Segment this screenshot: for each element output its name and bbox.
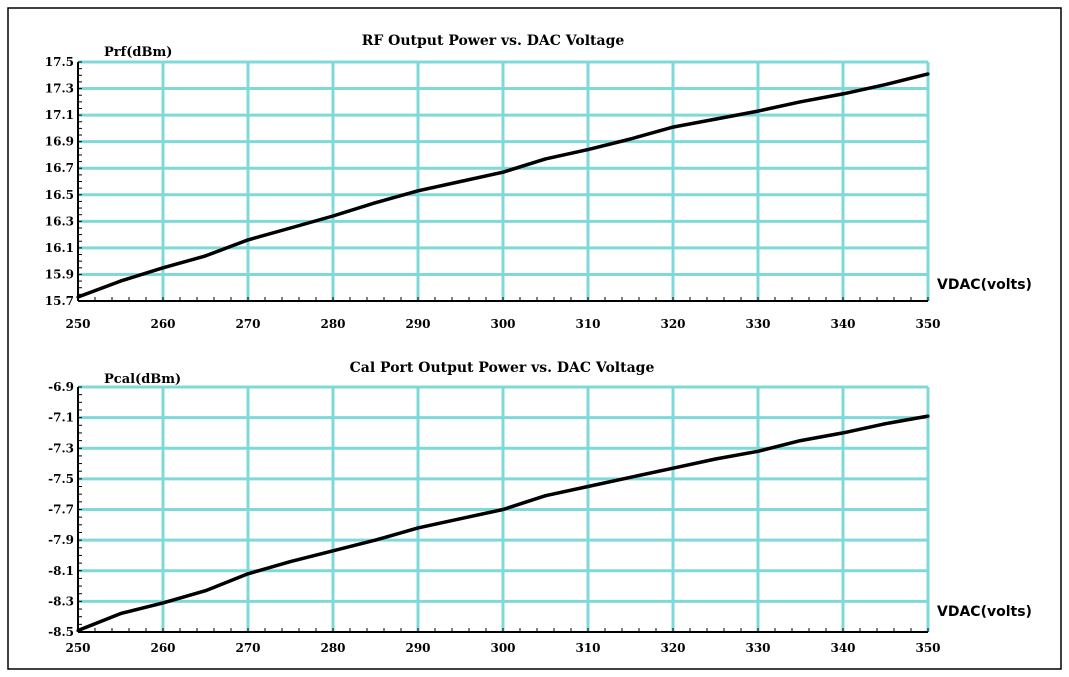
data-point [798, 100, 803, 104]
y-tick-label: -7.1 [48, 411, 74, 425]
y-tick-label: 16.7 [45, 161, 74, 175]
data-point [883, 82, 888, 87]
x-axis-label: VDAC(volts) [937, 277, 1032, 293]
y-tick-label: 17.1 [45, 108, 74, 122]
data-point [246, 238, 250, 242]
y-tick-label: -7.7 [48, 503, 74, 517]
data-point [713, 117, 718, 121]
x-tick-label: 250 [65, 641, 90, 655]
y-tick-label: -8.3 [48, 594, 74, 608]
x-tick-label: 320 [660, 317, 685, 331]
data-point [798, 438, 803, 443]
data-point [373, 201, 378, 205]
data-point [458, 517, 463, 521]
data-point [926, 414, 930, 418]
data-point [161, 266, 165, 270]
x-tick-label: 280 [320, 317, 345, 331]
figure-border [7, 7, 1062, 670]
chart-panel-2: 250 260 270 280 290 300 310 320 330 340 350 -8.5 -8.… [48, 360, 1032, 655]
data-point [628, 475, 633, 479]
data-point [926, 72, 930, 76]
data-point [671, 125, 675, 129]
y-tick-label: 16.5 [45, 188, 74, 202]
data-point [203, 254, 208, 258]
x-tick-label: 350 [915, 641, 940, 655]
data-point [586, 148, 590, 152]
x-tick-label: 330 [745, 641, 770, 655]
x-tick-label: 320 [660, 641, 685, 655]
y-tick-label: 16.9 [45, 135, 74, 149]
x-tick-label: 310 [575, 317, 600, 331]
chart-title: Cal Port Output Power vs. DAC Voltage [350, 360, 655, 376]
data-point [161, 601, 165, 605]
data-point [756, 449, 760, 453]
y-tick-label: 17.5 [45, 55, 74, 69]
data-point [841, 92, 845, 96]
data-point [203, 589, 208, 593]
x-tick-label: 280 [320, 641, 345, 655]
data-point [543, 494, 548, 498]
data-point [416, 189, 420, 193]
data-point [416, 526, 420, 530]
x-tick-label: 340 [830, 317, 855, 331]
data-point [288, 226, 293, 230]
data-point [543, 157, 548, 161]
data-point [713, 457, 718, 461]
chart-panel-1: 250 260 270 280 290 300 310 320 330 340 350 15.7 15.… [45, 33, 1032, 331]
x-tick-label: 250 [65, 317, 90, 331]
x-tick-label: 310 [575, 641, 600, 655]
data-point [756, 109, 760, 113]
x-tick-label: 300 [490, 641, 515, 655]
y-tick-label: 16.1 [45, 241, 74, 255]
x-tick-label: 290 [405, 317, 430, 331]
y-axis-label: Pcal(dBm) [104, 372, 181, 387]
data-point [76, 628, 80, 633]
data-point [628, 137, 633, 141]
data-point [501, 170, 505, 174]
data-point [331, 214, 335, 218]
data-point [501, 507, 505, 512]
x-tick-label: 330 [745, 317, 770, 331]
data-point [586, 484, 590, 489]
data-point [246, 572, 250, 576]
data-point [883, 422, 888, 426]
data-point [331, 549, 335, 553]
y-tick-label: 15.7 [45, 294, 74, 308]
data-point [288, 559, 293, 564]
x-tick-label: 290 [405, 641, 430, 655]
y-tick-label: -8.1 [48, 564, 74, 578]
x-tick-label: 260 [150, 317, 175, 331]
data-point [671, 466, 675, 470]
data-point [458, 179, 463, 184]
y-tick-label: 17.3 [45, 82, 74, 96]
data-point [373, 538, 378, 542]
x-tick-label: 340 [830, 641, 855, 655]
x-tick-label: 270 [235, 641, 260, 655]
data-point [841, 431, 845, 435]
y-tick-label: 16.3 [45, 214, 74, 228]
x-tick-label: 260 [150, 641, 175, 655]
x-axis-label: VDAC(volts) [937, 604, 1032, 620]
y-tick-label: -6.9 [48, 380, 74, 394]
y-axis-label: Prf(dBm) [104, 45, 172, 60]
chart-title: RF Output Power vs. DAC Voltage [362, 33, 625, 49]
y-tick-label: -7.5 [48, 472, 74, 486]
y-tick-label: -7.3 [48, 441, 74, 455]
data-point [118, 279, 123, 283]
x-tick-label: 300 [490, 317, 515, 331]
x-tick-label: 350 [915, 317, 940, 331]
y-tick-label: -7.9 [48, 533, 74, 547]
x-tick-label: 270 [235, 317, 260, 331]
y-tick-label: -8.5 [48, 625, 74, 639]
data-point [118, 612, 123, 616]
data-point [76, 295, 80, 299]
y-tick-label: 15.9 [45, 267, 74, 281]
